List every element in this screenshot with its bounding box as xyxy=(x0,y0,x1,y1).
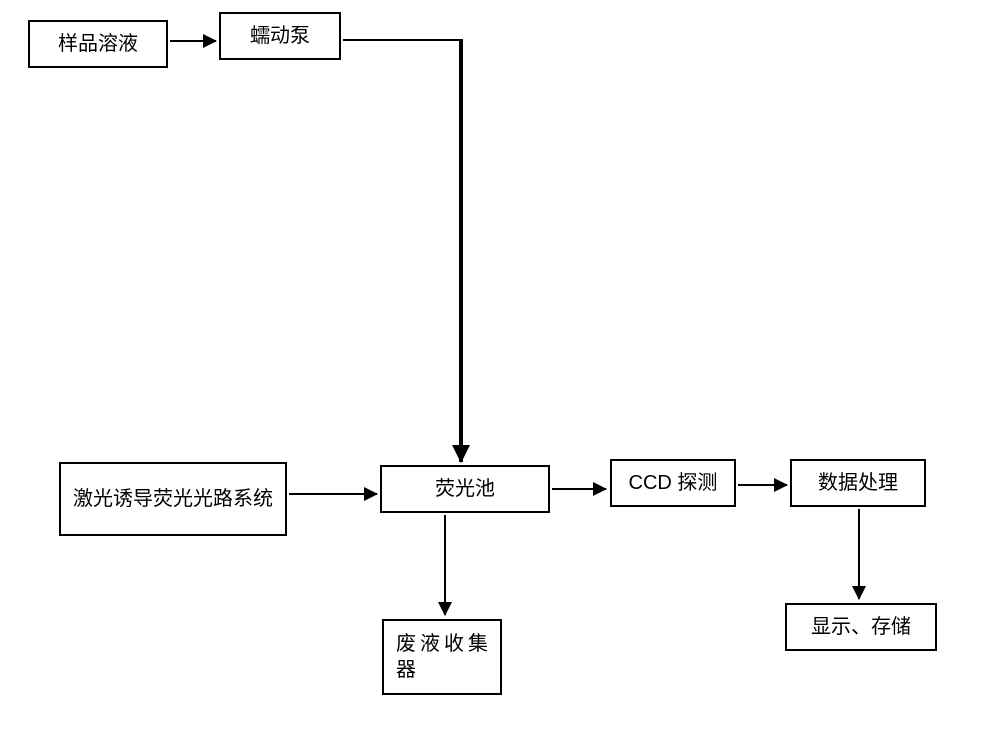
node-waste-collector: 废液收集 器 xyxy=(382,619,502,695)
arrow-sample-to-pump xyxy=(170,40,216,42)
node-sample-solution: 样品溶液 xyxy=(28,20,168,68)
arrow-optics-to-cell xyxy=(289,493,377,495)
node-label: 荧光池 xyxy=(435,476,495,502)
node-ccd-detector: CCD 探测 xyxy=(610,459,736,507)
node-label: 废液收集 器 xyxy=(396,631,488,683)
node-laser-optics-system: 激光诱导荧光光路系统 xyxy=(59,462,287,536)
arrow-cell-to-ccd xyxy=(552,488,606,490)
node-data-processing: 数据处理 xyxy=(790,459,926,507)
arrow-cell-to-waste xyxy=(444,515,446,615)
node-label: 蠕动泵 xyxy=(250,23,310,49)
node-display-storage: 显示、存储 xyxy=(785,603,937,651)
node-fluorescence-cell: 荧光池 xyxy=(380,465,550,513)
node-label: CCD 探测 xyxy=(629,470,718,496)
arrow-pump-to-vertical xyxy=(343,39,460,41)
node-label: 数据处理 xyxy=(818,470,898,496)
arrow-dsp-to-display xyxy=(858,509,860,599)
arrow-ccd-to-dsp xyxy=(738,484,787,486)
node-label: 激光诱导荧光光路系统 xyxy=(73,486,273,512)
node-label: 样品溶液 xyxy=(58,31,138,57)
arrow-vertical-to-cell xyxy=(459,39,463,462)
node-peristaltic-pump: 蠕动泵 xyxy=(219,12,341,60)
node-label: 显示、存储 xyxy=(811,614,911,640)
